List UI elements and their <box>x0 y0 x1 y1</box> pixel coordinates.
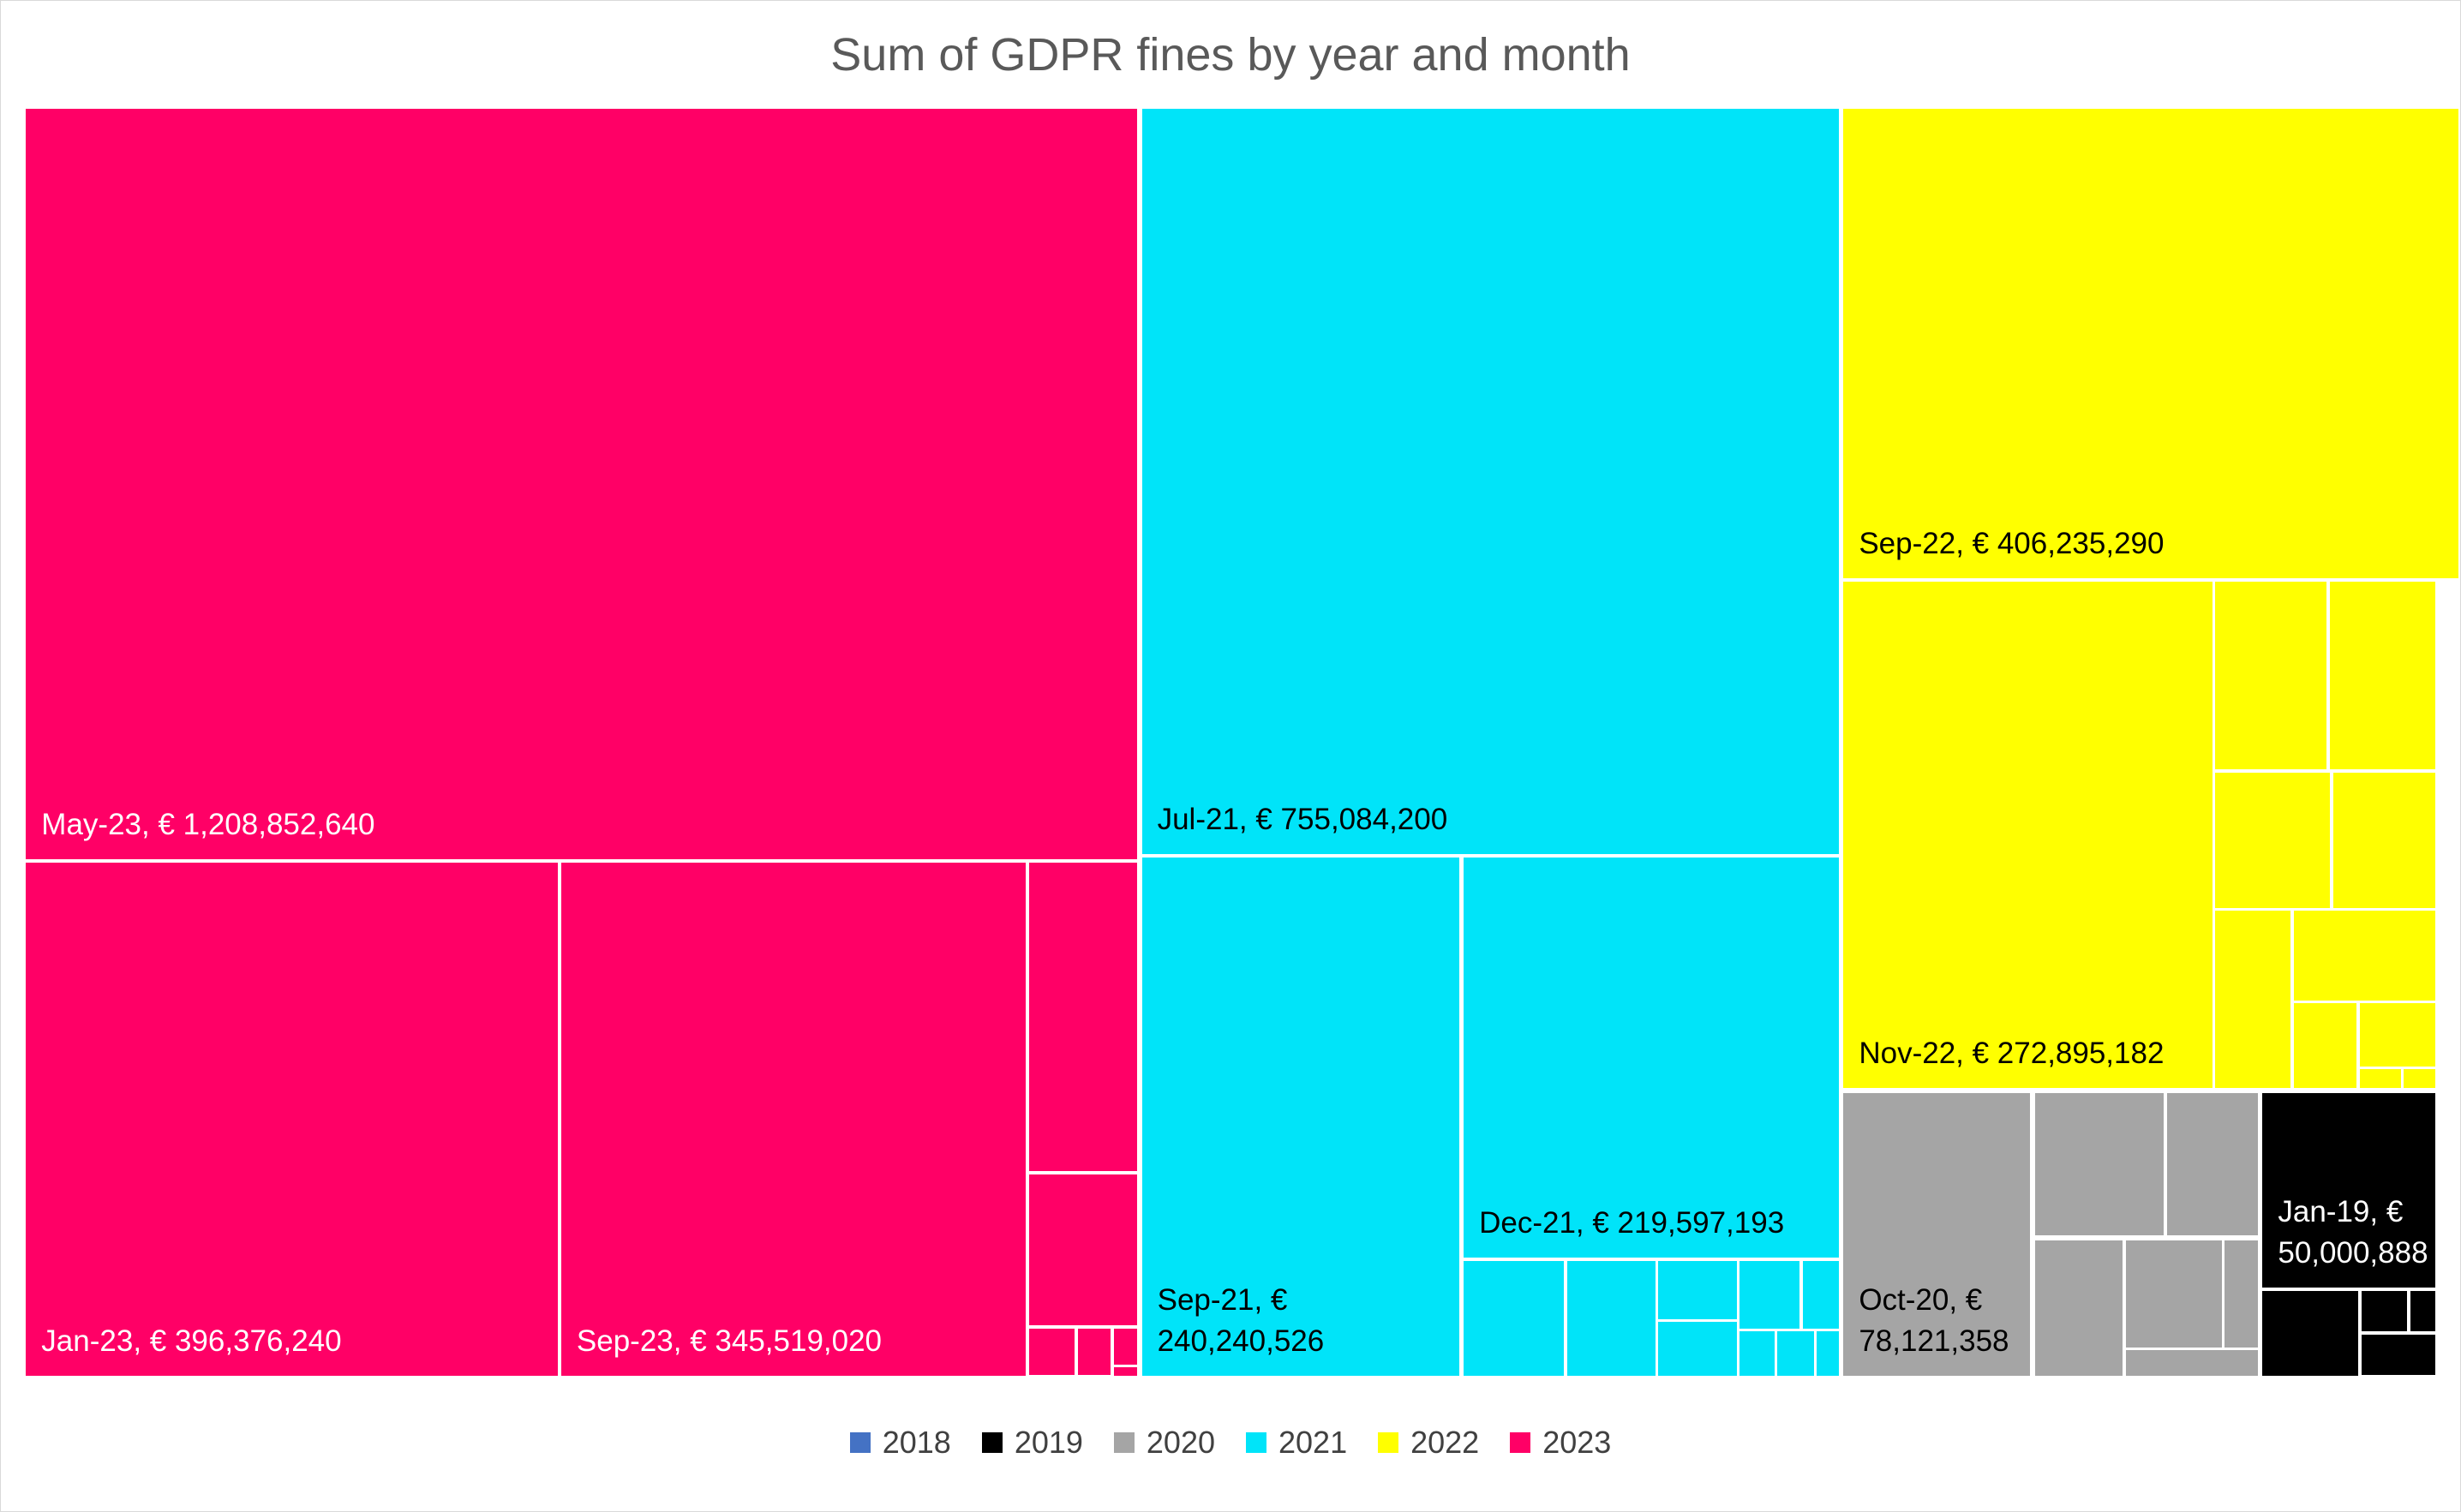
treemap-tile <box>2166 1092 2258 1236</box>
treemap-tile: Dec-21, € 219,597,193 <box>1464 858 1839 1258</box>
tile-label: Oct-20, € 78,121,358 <box>1859 1282 2009 1358</box>
tile-label: Jan-23, € 396,376,240 <box>41 1324 342 1358</box>
legend-label: 2018 <box>882 1425 951 1460</box>
legend-label: 2020 <box>1146 1425 1215 1460</box>
treemap-tile <box>1113 1367 1138 1376</box>
legend-swatch <box>981 1432 1003 1453</box>
treemap-tile <box>2262 1290 2359 1376</box>
legend: 2018 2019 2020 2021 2022 2023 <box>1 1425 2460 1461</box>
treemap-tile <box>2034 1092 2164 1236</box>
treemap-tile <box>1028 1174 1138 1325</box>
legend-swatch <box>1246 1432 1266 1453</box>
legend-item: 2019 <box>981 1425 1083 1461</box>
treemap-tile: Sep-22, € 406,235,290 <box>1843 109 2459 579</box>
chart-title: Sum of GDPR fines by year and month <box>830 29 1631 81</box>
treemap-tile: Jan-19, € 50,000,888 <box>2262 1092 2435 1288</box>
legend-item: 2018 <box>849 1425 951 1461</box>
legend-label: 2022 <box>1410 1425 1480 1460</box>
tile-label: Dec-21, € 219,597,193 <box>1479 1206 1785 1240</box>
tile-label: Sep-23, € 345,519,020 <box>576 1324 883 1358</box>
treemap-tile <box>2215 911 2291 1089</box>
treemap-tile <box>2332 773 2435 908</box>
treemap-tile <box>1817 1331 1839 1376</box>
legend-item: 2021 <box>1246 1425 1347 1461</box>
legend-item: 2023 <box>1510 1425 1611 1461</box>
treemap-tile: Jan-23, € 396,376,240 <box>26 862 559 1376</box>
treemap-tile <box>1777 1331 1814 1376</box>
treemap-tile <box>2404 1069 2435 1089</box>
treemap-tile <box>2361 1290 2407 1332</box>
legend-swatch <box>1113 1432 1135 1453</box>
treemap-tile <box>2126 1240 2222 1348</box>
treemap-tile <box>2359 1069 2401 1089</box>
treemap-tile <box>1658 1322 1737 1376</box>
treemap-tile <box>1028 862 1138 1172</box>
legend-swatch <box>849 1432 871 1453</box>
tile-label: Nov-22, € 272,895,182 <box>1859 1037 2165 1071</box>
treemap-tile <box>1739 1260 1800 1329</box>
tile-label: Jan-19, € 50,000,888 <box>2278 1194 2428 1270</box>
treemap-tile <box>1802 1260 1839 1329</box>
tile-label: Jul-21, € 755,084,200 <box>1157 803 1448 837</box>
legend-label: 2021 <box>1278 1425 1348 1460</box>
treemap-tile <box>1658 1260 1737 1319</box>
treemap-tile <box>1566 1260 1656 1376</box>
treemap-tile <box>2224 1240 2258 1348</box>
treemap-tile <box>2034 1240 2123 1376</box>
treemap-tile <box>2410 1290 2435 1332</box>
legend-swatch <box>1510 1432 1531 1453</box>
treemap-tile: Sep-23, € 345,519,020 <box>560 862 1027 1376</box>
legend-item: 2022 <box>1378 1425 1479 1461</box>
treemap-tile <box>2330 581 2435 770</box>
treemap-tile: Jul-21, € 755,084,200 <box>1141 109 1839 855</box>
treemap-tile <box>2294 1003 2357 1089</box>
treemap-tile <box>1739 1331 1775 1376</box>
treemap-tile: Oct-20, € 78,121,358 <box>1843 1092 2031 1376</box>
tile-label: May-23, € 1,208,852,640 <box>41 807 375 841</box>
legend-swatch <box>1378 1432 1399 1453</box>
treemap-tile: May-23, € 1,208,852,640 <box>26 109 1138 859</box>
treemap-tile <box>1028 1328 1075 1376</box>
treemap-tile <box>2126 1350 2258 1376</box>
treemap-tile: Sep-21, € 240,240,526 <box>1141 858 1459 1376</box>
legend-label: 2019 <box>1014 1425 1083 1460</box>
treemap-tile <box>2359 1003 2435 1067</box>
treemap-tile <box>1464 1260 1565 1376</box>
legend-label: 2023 <box>1542 1425 1612 1460</box>
treemap-tile <box>2294 911 2435 1001</box>
legend-item: 2020 <box>1113 1425 1215 1461</box>
treemap-tile <box>2215 773 2331 908</box>
treemap-tile: Nov-22, € 272,895,182 <box>1843 581 2213 1089</box>
tile-label: Sep-22, € 406,235,290 <box>1859 527 2165 561</box>
treemap-tile <box>2215 581 2327 770</box>
treemap-tile <box>1077 1328 1111 1376</box>
tile-label: Sep-21, € 240,240,526 <box>1157 1282 1325 1358</box>
treemap-tile <box>1113 1328 1138 1365</box>
treemap-tile <box>2361 1334 2435 1376</box>
